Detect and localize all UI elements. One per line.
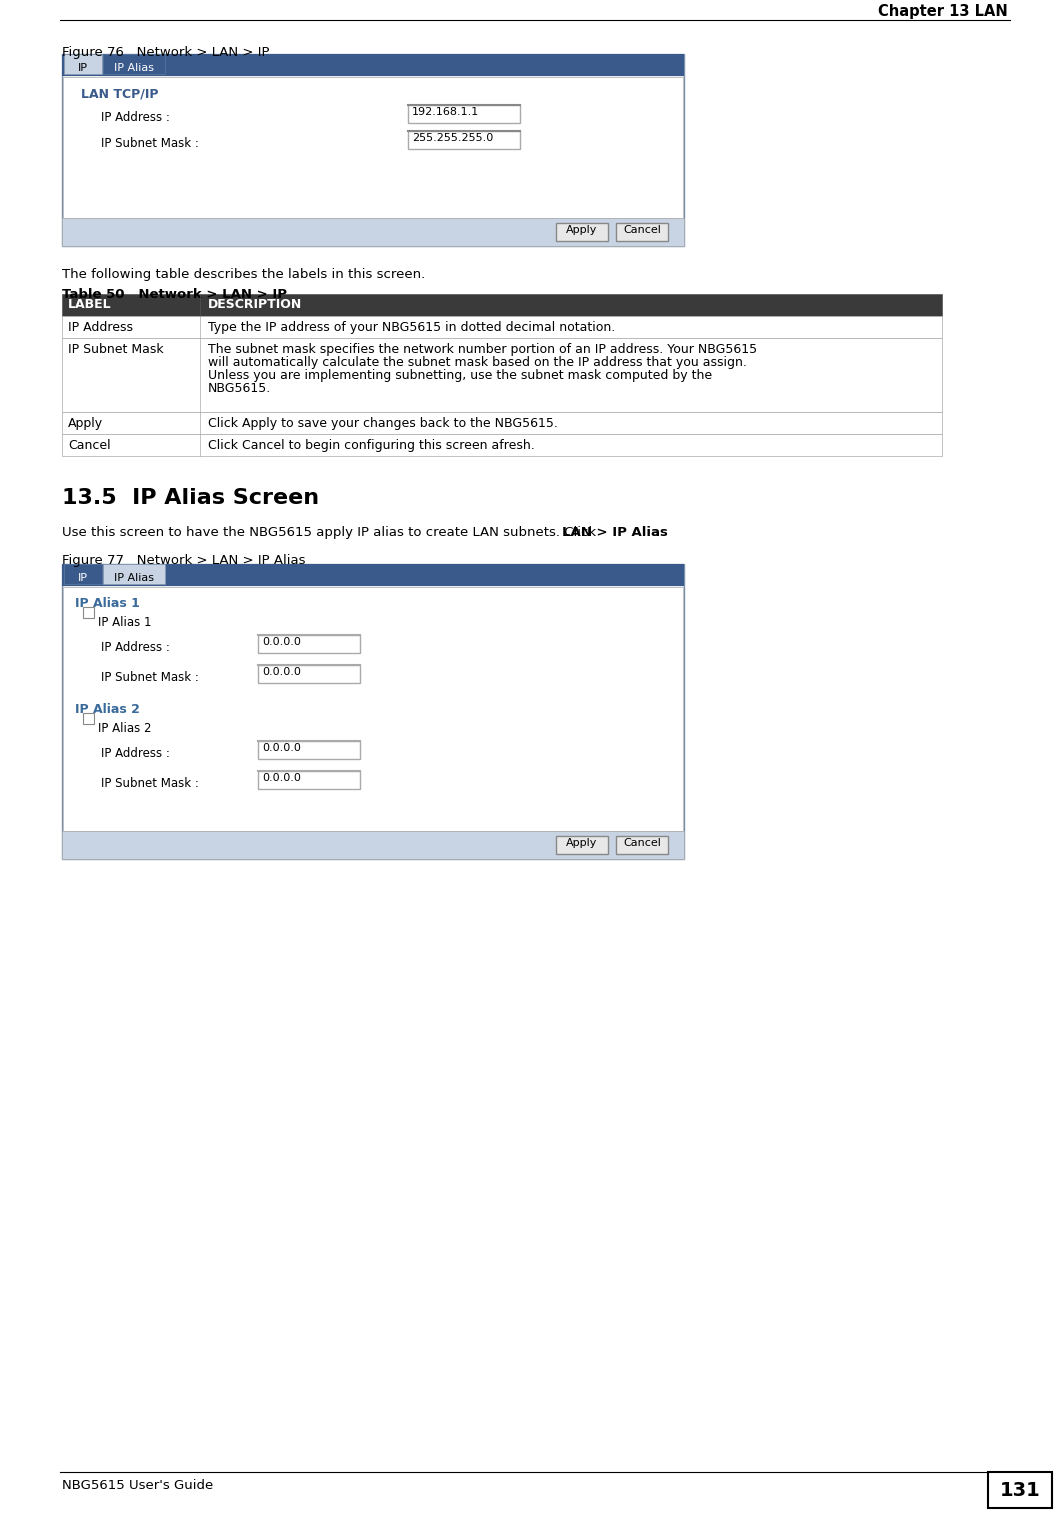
Bar — [62, 53, 684, 245]
Text: IP Alias: IP Alias — [114, 573, 154, 584]
Bar — [258, 771, 360, 789]
Bar — [62, 294, 942, 315]
Text: IP Alias: IP Alias — [114, 62, 154, 73]
Text: 0.0.0.0: 0.0.0.0 — [261, 773, 301, 783]
Text: The following table describes the labels in this screen.: The following table describes the labels… — [62, 268, 425, 280]
Bar — [64, 53, 102, 75]
Text: Cancel: Cancel — [68, 439, 111, 453]
Text: Type the IP address of your NBG5615 in dotted decimal notation.: Type the IP address of your NBG5615 in d… — [208, 322, 615, 334]
Text: IP Address :: IP Address : — [101, 111, 170, 123]
Bar — [62, 315, 942, 338]
Bar — [62, 434, 942, 456]
Bar — [62, 53, 684, 76]
Text: IP Alias 2: IP Alias 2 — [75, 703, 140, 716]
Text: IP: IP — [78, 62, 88, 73]
Text: Apply: Apply — [68, 418, 103, 430]
Text: IP Subnet Mask :: IP Subnet Mask : — [101, 137, 199, 149]
Text: Unless you are implementing subnetting, use the subnet mask computed by the: Unless you are implementing subnetting, … — [208, 369, 712, 383]
Text: IP Address: IP Address — [68, 322, 133, 334]
Text: IP Alias 2: IP Alias 2 — [98, 722, 152, 735]
Text: Use this screen to have the NBG5615 apply IP alias to create LAN subnets. Click: Use this screen to have the NBG5615 appl… — [62, 526, 601, 539]
Bar — [103, 53, 165, 75]
Text: 255.255.255.0: 255.255.255.0 — [412, 133, 493, 143]
Text: will automatically calculate the subnet mask based on the IP address that you as: will automatically calculate the subnet … — [208, 357, 747, 369]
Text: 13.5  IP Alias Screen: 13.5 IP Alias Screen — [62, 488, 319, 507]
Text: IP: IP — [78, 573, 88, 584]
Bar — [556, 223, 608, 241]
Bar — [408, 105, 520, 123]
Text: 192.168.1.1: 192.168.1.1 — [412, 107, 479, 117]
Text: IP Subnet Mask :: IP Subnet Mask : — [101, 671, 199, 684]
Text: Figure 76   Network > LAN > IP: Figure 76 Network > LAN > IP — [62, 46, 270, 59]
Text: Chapter 13 LAN: Chapter 13 LAN — [878, 5, 1008, 18]
Bar — [64, 564, 102, 584]
Text: LABEL: LABEL — [68, 299, 112, 311]
Text: Cancel: Cancel — [623, 838, 661, 847]
Bar — [258, 664, 360, 683]
Bar — [63, 587, 684, 831]
Text: 0.0.0.0: 0.0.0.0 — [261, 637, 301, 648]
Text: Click Apply to save your changes back to the NBG5615.: Click Apply to save your changes back to… — [208, 418, 558, 430]
Text: 0.0.0.0: 0.0.0.0 — [261, 668, 301, 677]
Bar — [258, 636, 360, 652]
Text: The subnet mask specifies the network number portion of an IP address. Your NBG5: The subnet mask specifies the network nu… — [208, 343, 757, 357]
Text: Table 50   Network > LAN > IP: Table 50 Network > LAN > IP — [62, 288, 287, 302]
Text: Click Cancel to begin configuring this screen afresh.: Click Cancel to begin configuring this s… — [208, 439, 535, 453]
Text: IP Subnet Mask: IP Subnet Mask — [68, 343, 164, 357]
Bar — [988, 1472, 1052, 1509]
Text: DESCRIPTION: DESCRIPTION — [208, 299, 302, 311]
Bar — [62, 564, 684, 860]
Bar — [62, 218, 684, 245]
Text: Apply: Apply — [567, 838, 597, 847]
Text: Figure 77   Network > LAN > IP Alias: Figure 77 Network > LAN > IP Alias — [62, 555, 305, 567]
Text: Apply: Apply — [567, 226, 597, 235]
Bar — [556, 837, 608, 853]
Bar — [62, 831, 684, 860]
Text: IP Subnet Mask :: IP Subnet Mask : — [101, 777, 199, 789]
Bar — [615, 837, 668, 853]
Bar — [62, 564, 684, 587]
Bar — [615, 223, 668, 241]
Text: 0.0.0.0: 0.0.0.0 — [261, 744, 301, 753]
Text: IP Alias 1: IP Alias 1 — [75, 597, 140, 610]
Text: .: . — [654, 526, 658, 539]
Text: NBG5615.: NBG5615. — [208, 383, 271, 395]
Text: 131: 131 — [999, 1481, 1041, 1500]
Bar — [408, 131, 520, 149]
Bar — [63, 78, 684, 218]
Bar — [103, 564, 165, 584]
Text: IP Address :: IP Address : — [101, 642, 170, 654]
Bar — [62, 338, 942, 411]
Text: IP Address :: IP Address : — [101, 747, 170, 760]
Text: LAN > IP Alias: LAN > IP Alias — [562, 526, 668, 539]
Text: Cancel: Cancel — [623, 226, 661, 235]
Text: LAN TCP/IP: LAN TCP/IP — [81, 87, 158, 101]
Text: NBG5615 User's Guide: NBG5615 User's Guide — [62, 1478, 214, 1492]
Bar — [83, 713, 94, 724]
Text: IP Alias 1: IP Alias 1 — [98, 616, 152, 629]
Bar — [62, 411, 942, 434]
Bar — [83, 607, 94, 619]
Bar — [258, 741, 360, 759]
